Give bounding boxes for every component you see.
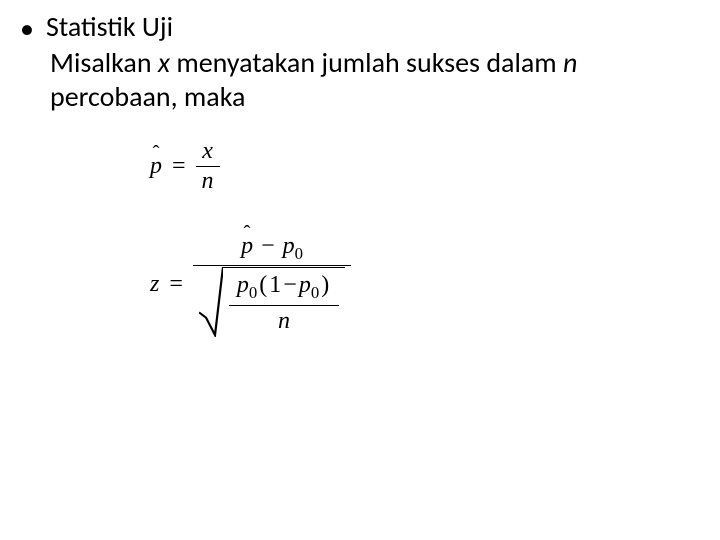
radicand-num: p0(1−p0) (229, 270, 339, 305)
equals-1: = (170, 153, 188, 180)
rpar: ) (319, 272, 331, 298)
hat-icon-2: ˆ (244, 222, 251, 245)
one: 1 (269, 272, 281, 298)
bullet-marker: • (20, 12, 34, 46)
bullet-block: • Statistik Uji Misalkan x menyatakan ju… (20, 10, 700, 114)
z-numerator: ˆ p − p0 (193, 233, 351, 265)
frac-x-over-n: x n (196, 138, 220, 195)
bullet-line-2: Misalkan x menyatakan jumlah sukses dala… (50, 46, 700, 80)
text-percobaan: percobaan, maka (50, 79, 245, 114)
formula-area: ˆ p = x n z = ˆ p − p0 (150, 138, 351, 337)
p0-a: p0 (237, 272, 257, 298)
bullet-title: Statistik Uji (46, 10, 173, 44)
frac-den-n: n (196, 166, 220, 195)
z-symbol: z (150, 271, 159, 298)
z-fraction: ˆ p − p0 (193, 233, 351, 337)
p0-b-sub: 0 (311, 283, 319, 302)
equals-2: = (167, 271, 185, 298)
bullet-line-3: percobaan, maka (50, 80, 700, 114)
phat-symbol: ˆ p (150, 153, 162, 180)
p0-num-sub: 0 (295, 244, 303, 263)
p0-num: p0 (283, 233, 303, 259)
frac-num-x: x (196, 138, 220, 166)
hat-icon: ˆ (153, 142, 160, 165)
bullet-line-1: • Statistik Uji (20, 10, 700, 46)
radicand-den-n: n (229, 305, 339, 337)
minus-2: − (281, 272, 299, 298)
radicand: p0(1−p0) n (223, 267, 345, 337)
p0-b: p0 (299, 272, 319, 298)
var-n-inline: n (563, 45, 577, 80)
z-denominator: p0(1−p0) n (193, 265, 351, 337)
var-x-inline: x (158, 45, 170, 80)
radicand-frac: p0(1−p0) n (229, 270, 339, 337)
sqrt-icon (199, 267, 223, 337)
formula-phat: ˆ p = x n (150, 138, 351, 195)
text-misalkan: Misalkan (50, 45, 158, 80)
formula-z: z = ˆ p − p0 (150, 233, 351, 337)
slide: • Statistik Uji Misalkan x menyatakan ju… (0, 0, 720, 540)
lpar: ( (257, 272, 269, 298)
sqrt-wrap: p0(1−p0) n (199, 267, 345, 337)
text-mid: menyatakan jumlah sukses dalam (170, 45, 563, 80)
minus-1: − (259, 233, 277, 259)
phat-symbol-2: ˆ p (241, 233, 253, 260)
